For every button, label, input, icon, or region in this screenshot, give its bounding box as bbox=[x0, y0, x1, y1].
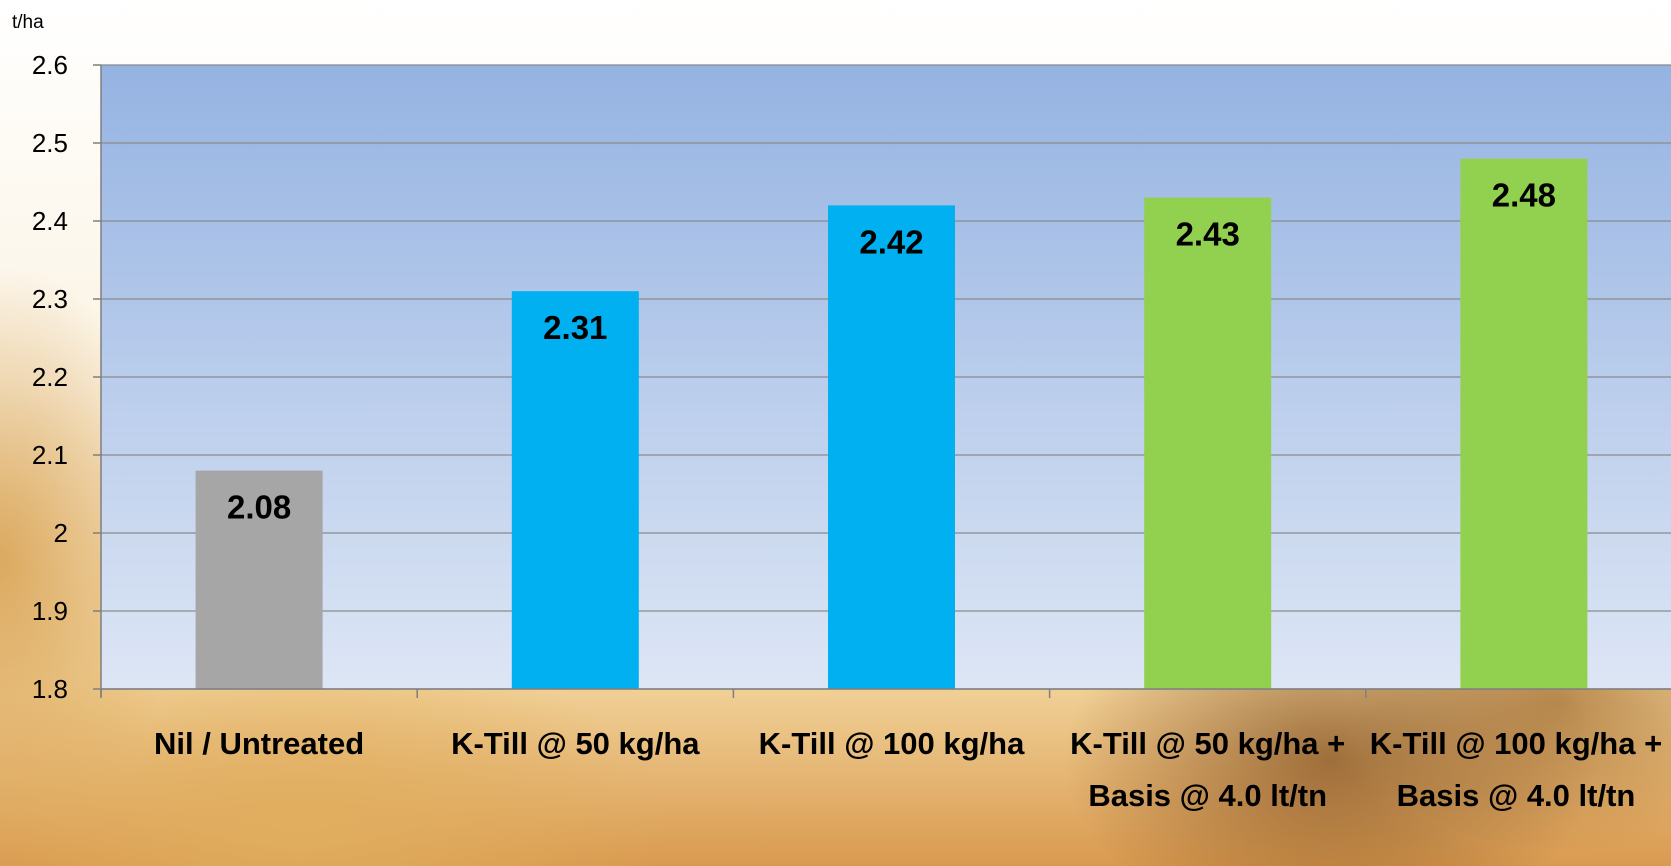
y-tick-label: 1.8 bbox=[32, 674, 68, 704]
x-category-label: K-Till @ 50 kg/ha bbox=[451, 726, 700, 761]
y-axis-unit-label: t/ha bbox=[12, 12, 44, 33]
data-label: 2.48 bbox=[1492, 177, 1556, 214]
bar bbox=[828, 205, 955, 689]
y-tick-label: 2.5 bbox=[32, 128, 68, 158]
x-category-label: K-Till @ 100 kg/ha + Basis @ 4.0 lt/tn bbox=[1369, 726, 1663, 813]
x-category-label: Nil / Untreated bbox=[154, 726, 365, 761]
y-tick-label: 2.3 bbox=[32, 284, 68, 314]
data-label: 2.08 bbox=[227, 489, 291, 526]
bar bbox=[1144, 197, 1272, 689]
y-tick-label: 2.6 bbox=[32, 50, 68, 80]
y-tick-label: 2.4 bbox=[32, 206, 68, 236]
bar bbox=[195, 470, 323, 689]
x-axis-ticks bbox=[100, 689, 1367, 698]
y-axis-ticks: 1.8 1.9 2 2.1 2.2 2.3 2.4 2.5 2.6 bbox=[32, 50, 101, 704]
y-tick-label: 2.1 bbox=[32, 440, 68, 470]
x-category-label: K-Till @ 100 kg/ha bbox=[758, 726, 1025, 761]
bars bbox=[195, 158, 1588, 690]
y-tick-label: 2.2 bbox=[32, 362, 68, 392]
data-label: 2.42 bbox=[859, 223, 923, 260]
data-label: 2.31 bbox=[543, 309, 607, 346]
data-labels: 2.08 2.31 2.42 2.43 2.48 bbox=[227, 177, 1556, 526]
bar bbox=[511, 291, 639, 689]
data-label: 2.43 bbox=[1176, 216, 1240, 253]
x-category-label: K-Till @ 50 kg/ha + Basis @ 4.0 lt/tn bbox=[1070, 726, 1346, 813]
bar bbox=[1460, 158, 1588, 690]
y-tick-label: 2 bbox=[54, 518, 68, 548]
y-tick-label: 1.9 bbox=[32, 596, 68, 626]
